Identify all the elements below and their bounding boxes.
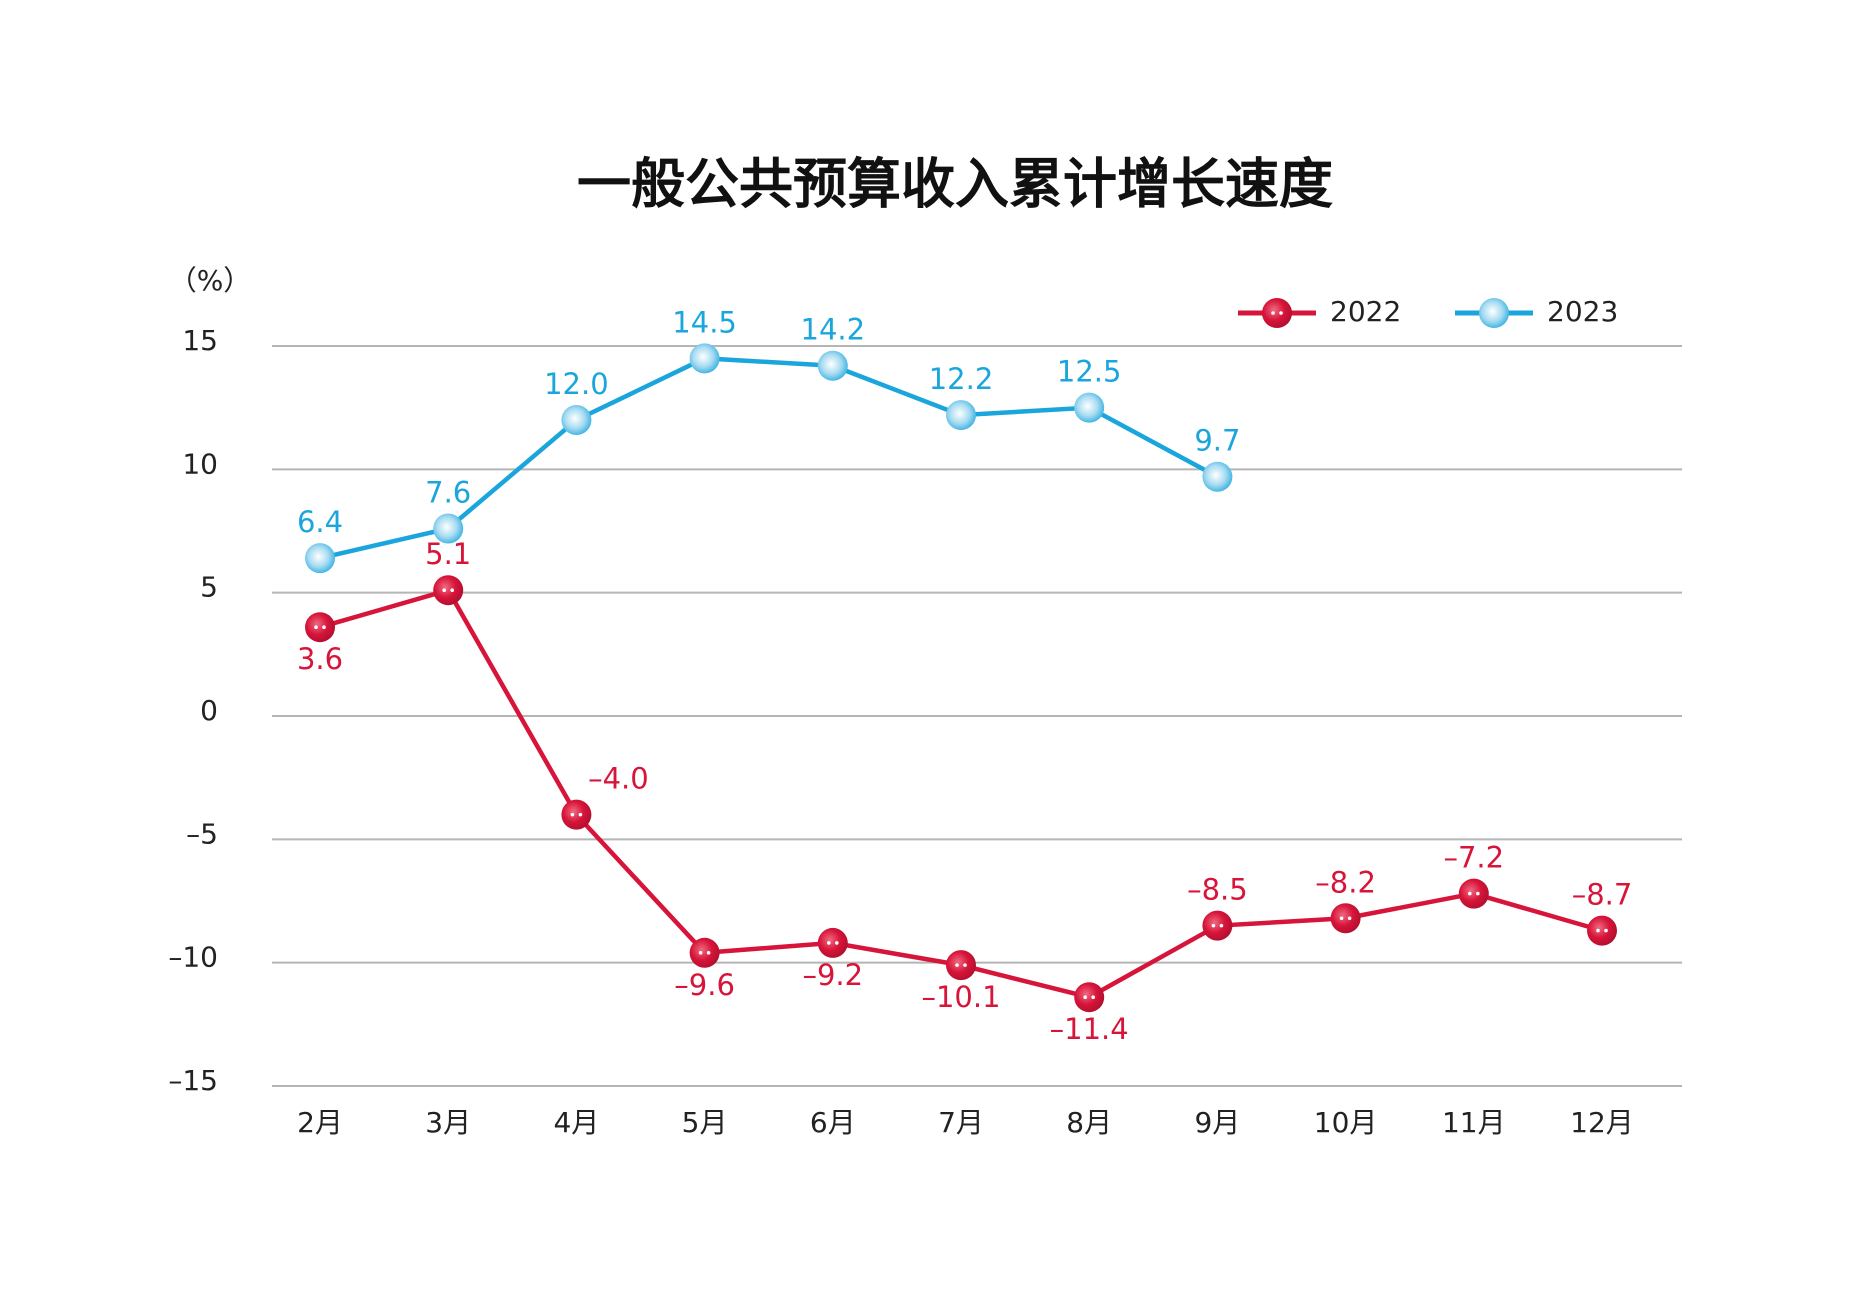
marker-dot — [1279, 311, 1283, 315]
x-tick-label: 4月 — [553, 1106, 599, 1139]
marker — [305, 543, 335, 574]
marker-dot — [1219, 923, 1224, 928]
marker — [561, 405, 592, 435]
marker — [817, 927, 848, 958]
series-line — [319, 356, 1219, 561]
y-tick-label: 10 — [182, 447, 218, 480]
marker-dot — [827, 941, 831, 945]
marker-dot — [955, 963, 959, 967]
data-label: 12.0 — [544, 367, 609, 401]
marker-dot — [1271, 311, 1275, 315]
marker-dot — [578, 812, 583, 817]
data-label: –8.5 — [1187, 873, 1248, 907]
marker-dot — [314, 625, 318, 629]
x-tick-label: 5月 — [682, 1106, 728, 1139]
marker-dot — [698, 951, 703, 955]
data-label: 12.2 — [929, 362, 994, 396]
x-tick-label: 10月 — [1314, 1106, 1378, 1139]
data-label: 7.6 — [425, 476, 471, 510]
series-line — [319, 587, 1603, 1000]
data-label: 14.5 — [672, 305, 737, 339]
marker — [433, 513, 464, 544]
chart-title: 一般公共预算收入累计增长速度 — [577, 153, 1333, 216]
x-tick-label: 3月 — [425, 1106, 471, 1139]
data-label: 3.6 — [297, 642, 343, 676]
y-tick-label: –10 — [168, 941, 218, 974]
marker — [433, 575, 464, 606]
marker — [1587, 915, 1617, 946]
marker — [1202, 461, 1233, 492]
marker-dot — [322, 625, 326, 629]
data-label: 12.5 — [1057, 355, 1122, 389]
data-label: –10.1 — [921, 980, 1000, 1014]
x-tick-label: 8月 — [1066, 1106, 1112, 1139]
y-tick-label: –5 — [186, 817, 218, 850]
marker-dot — [570, 812, 575, 817]
data-label: –8.2 — [1315, 865, 1376, 899]
data-label: –9.2 — [802, 958, 863, 992]
x-tick-label: 11月 — [1442, 1106, 1506, 1139]
marker — [561, 799, 592, 830]
y-axis-unit: （%） — [169, 264, 252, 297]
marker-dot — [1211, 923, 1216, 928]
data-label: 14.2 — [801, 313, 866, 347]
x-tick-label: 12月 — [1570, 1106, 1634, 1139]
x-tick-label: 2月 — [297, 1106, 343, 1139]
data-label: –11.4 — [1050, 1012, 1129, 1046]
marker-dot — [442, 588, 447, 592]
marker-dot — [450, 588, 455, 592]
marker — [946, 950, 976, 981]
marker-dot — [1604, 928, 1608, 933]
marker-dot — [1468, 891, 1472, 896]
legend-label: 2022 — [1330, 295, 1401, 328]
data-label: –9.6 — [674, 968, 735, 1002]
marker — [305, 612, 335, 643]
marker — [1479, 298, 1509, 328]
marker — [1074, 392, 1105, 423]
x-tick-label: 7月 — [938, 1106, 984, 1139]
x-tick-label: 9月 — [1194, 1106, 1240, 1139]
y-tick-label: –15 — [168, 1064, 218, 1097]
x-tick-label: 6月 — [810, 1106, 856, 1139]
marker — [817, 350, 848, 381]
y-tick-label: 15 — [182, 324, 218, 357]
marker — [946, 400, 976, 431]
marker — [1330, 903, 1361, 934]
marker — [689, 937, 720, 968]
data-label: 6.4 — [297, 505, 343, 539]
marker-dot — [1476, 891, 1480, 896]
marker-dot — [963, 963, 967, 967]
marker-dot — [835, 941, 839, 945]
marker-dot — [1339, 916, 1344, 921]
data-label: –8.7 — [1572, 878, 1633, 912]
y-tick-label: 5 — [200, 571, 218, 604]
marker-dot — [1347, 916, 1352, 921]
data-label: –4.0 — [588, 762, 649, 796]
marker — [1074, 982, 1105, 1013]
data-label: –7.2 — [1443, 841, 1504, 875]
marker — [1458, 878, 1489, 909]
data-label: 9.7 — [1194, 424, 1240, 458]
marker — [1202, 910, 1233, 941]
y-tick-label: 0 — [200, 694, 218, 727]
legend-label: 2023 — [1547, 295, 1618, 328]
marker — [1262, 298, 1292, 328]
marker-dot — [1091, 995, 1095, 999]
marker — [689, 343, 720, 374]
marker-dot — [1596, 928, 1600, 933]
marker-dot — [706, 951, 711, 955]
marker-dot — [1083, 995, 1087, 999]
